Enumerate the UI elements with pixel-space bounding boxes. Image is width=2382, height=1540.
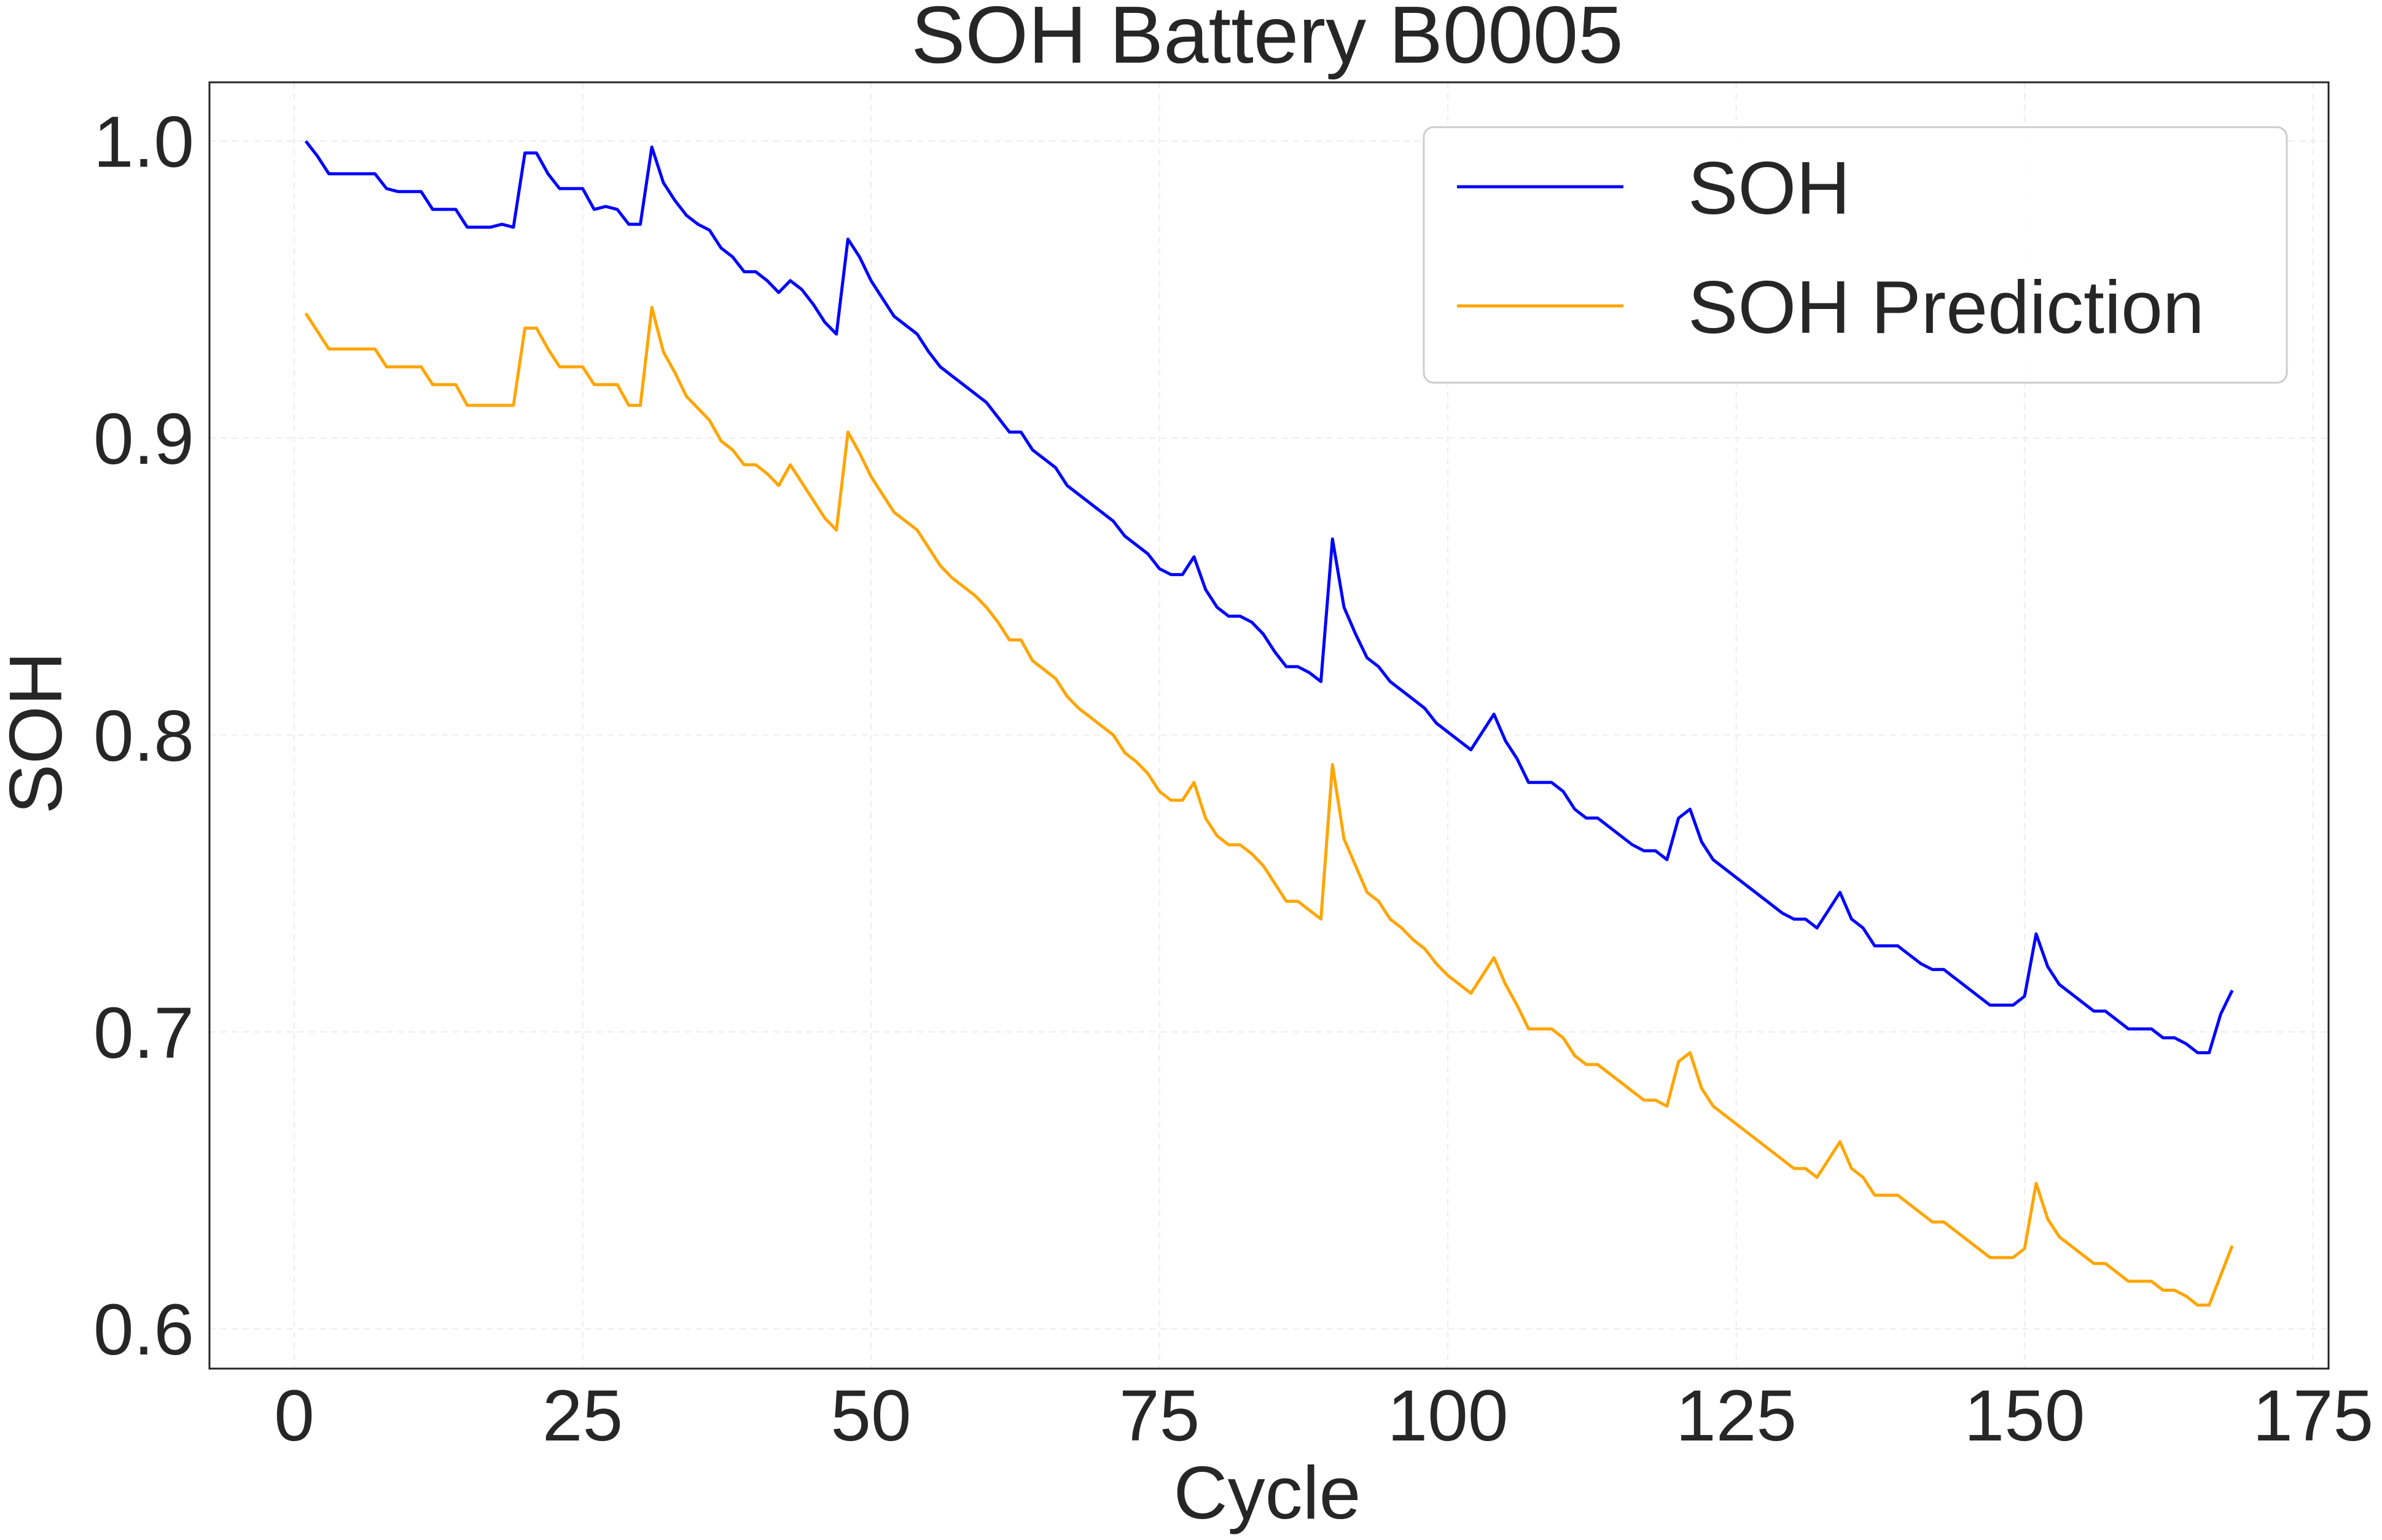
x-tick-label: 75 [1119, 1375, 1200, 1456]
x-tick-label: 50 [830, 1375, 911, 1456]
legend-box [1423, 126, 2288, 384]
legend-label-soh: SOH [1688, 146, 1850, 230]
plot-frame [208, 81, 2330, 1370]
x-tick-label: 0 [274, 1375, 314, 1456]
y-tick-label: 0.7 [93, 993, 194, 1074]
y-tick-label: 0.6 [93, 1289, 194, 1370]
y-tick-label: 0.8 [93, 695, 194, 776]
x-tick-label: 125 [1676, 1375, 1797, 1456]
legend-label-soh-prediction: SOH Prediction [1688, 265, 2204, 349]
x-tick-label: 150 [1964, 1375, 2085, 1456]
plot-lines [304, 140, 2234, 1307]
y-axis-label: SOH [0, 652, 77, 814]
chart-title: SOH Battery B0005 [911, 0, 1623, 80]
series-line-soh-prediction [304, 305, 2234, 1307]
legend: SOH SOH Prediction [1423, 126, 2288, 384]
tick-labels: 0 25 50 75 100 125 150 175 0.6 0.7 0.8 0.9 1.0 [93, 102, 2373, 1456]
y-tick-label: 0.9 [93, 399, 194, 480]
series-line-soh [304, 140, 2234, 1055]
x-axis-label: Cycle [1173, 1451, 1361, 1534]
y-tick-label: 1.0 [93, 102, 194, 183]
x-tick-label: 25 [542, 1375, 623, 1456]
x-tick-label: 100 [1388, 1375, 1509, 1456]
x-tick-label: 175 [2252, 1375, 2373, 1456]
